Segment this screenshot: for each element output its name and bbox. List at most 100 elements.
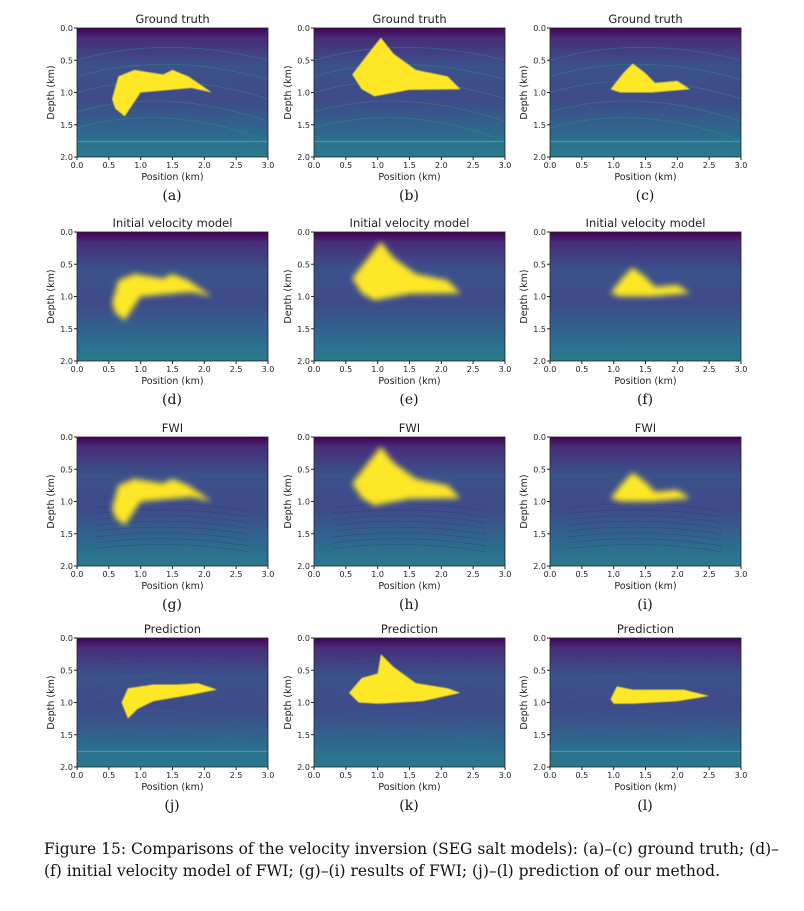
y-tick-label: 2.0	[297, 562, 310, 571]
subfigure-label: (h)	[399, 597, 419, 613]
y-tick-label: 2.0	[533, 763, 546, 772]
x-tick-label: 1.5	[166, 771, 179, 780]
panel-title: Prediction	[617, 622, 674, 636]
x-tick-label: 2.0	[435, 771, 448, 780]
y-tick-label: 1.0	[297, 293, 310, 302]
y-tick-label: 0.0	[297, 24, 310, 33]
panel-e: Initial velocity model 0.0 0.5 1.0 1.5 2.0 2.5…	[277, 204, 517, 419]
x-tick-label: 2.5	[467, 365, 480, 374]
x-tick-label: 2.0	[671, 771, 684, 780]
y-tick-label: 0.0	[533, 433, 546, 442]
panel-j: Prediction 0.0 0.5 1.0 1.5 2.0 2.5 3.0 0.0 0.5 1.0…	[40, 610, 280, 825]
y-tick-label: 2.0	[60, 562, 73, 571]
x-tick-label: 0.5	[102, 771, 115, 780]
heatmap-plot: Initial velocity model 0.0 0.5 1.0 1.5 2.0 2.5…	[46, 216, 274, 387]
sediment-layers	[77, 656, 268, 752]
panel-a: Ground truth 0.0 0.5 1.0 1.5 2.0 2.5 3.0 0.0 0.5 1…	[40, 0, 280, 215]
y-axis-label: Depth (km)	[519, 65, 530, 119]
y-tick-label: 1.5	[60, 530, 73, 539]
x-tick-label: 2.5	[230, 570, 243, 579]
x-tick-label: 3.0	[499, 161, 512, 170]
x-tick-label: 0.5	[575, 365, 588, 374]
x-tick-label: 2.0	[435, 161, 448, 170]
y-tick-label: 0.0	[533, 634, 546, 643]
panel-title: Ground truth	[135, 12, 209, 26]
y-tick-label: 0.0	[60, 433, 73, 442]
x-tick-label: 0.0	[308, 570, 321, 579]
heatmap-plot: Ground truth 0.0 0.5 1.0 1.5 2.0 2.5 3.0 0.0 0.5 1…	[519, 12, 748, 183]
y-tick-label: 1.5	[297, 121, 310, 130]
y-tick-label: 0.0	[533, 228, 546, 237]
panel-g: FWI 0.0 0.5 1.0 1.5 2.0 2.5 3.0 0.0 0.5 1.0 1.5 2.0 P…	[40, 409, 280, 624]
y-tick-label: 0.0	[60, 634, 73, 643]
x-tick-label: 2.0	[198, 771, 211, 780]
y-axis-label: Depth (km)	[519, 474, 530, 528]
heatmap-plot: Ground truth 0.0 0.5 1.0 1.5 2.0 2.5 3.0 0.0 0.5 1…	[46, 12, 275, 183]
x-axis-label: Position (km)	[614, 581, 676, 592]
velocity-background	[314, 28, 505, 157]
y-tick-label: 1.5	[60, 731, 73, 740]
heatmap-plot: Prediction 0.0 0.5 1.0 1.5 2.0 2.5 3.0 0.0 0.5 1.0…	[283, 622, 512, 793]
heatmap-plot: Prediction 0.0 0.5 1.0 1.5 2.0 2.5 3.0 0.0 0.5 1.0…	[519, 622, 747, 793]
x-tick-label: 3.0	[262, 161, 275, 170]
x-axis-label: Position (km)	[378, 782, 440, 793]
x-tick-label: 3.0	[262, 570, 275, 579]
velocity-background	[314, 437, 505, 566]
y-tick-label: 2.0	[297, 357, 310, 366]
x-tick-label: 0.0	[71, 570, 84, 579]
y-tick-label: 0.5	[297, 666, 310, 675]
x-tick-label: 0.0	[308, 161, 321, 170]
x-tick-label: 1.5	[403, 570, 416, 579]
salt-body	[349, 654, 461, 704]
x-tick-label: 1.5	[639, 771, 652, 780]
x-tick-label: 3.0	[499, 771, 512, 780]
x-axis-label: Position (km)	[614, 782, 676, 793]
x-axis-label: Position (km)	[378, 172, 440, 183]
x-tick-label: 0.0	[544, 161, 557, 170]
subfigure-label: (l)	[637, 798, 653, 814]
y-tick-label: 0.5	[60, 56, 73, 65]
x-tick-label: 0.5	[102, 365, 115, 374]
heatmap-plot: Initial velocity model 0.0 0.5 1.0 1.5 2.0 2.5…	[283, 216, 511, 387]
panel-b: Ground truth 0.0 0.5 1.0 1.5 2.0 2.5 3.0 0.0 0.5 1…	[277, 0, 517, 215]
y-tick-label: 2.0	[60, 763, 73, 772]
x-axis-label: Position (km)	[141, 782, 203, 793]
x-tick-label: 2.0	[198, 570, 211, 579]
x-tick-label: 2.5	[230, 771, 243, 780]
subfigure-label: (a)	[162, 188, 182, 204]
heatmap-plot: FWI 0.0 0.5 1.0 1.5 2.0 2.5 3.0 0.0 0.5 1.0 1.5 2.0 P…	[519, 421, 747, 592]
x-tick-label: 1.0	[607, 365, 620, 374]
x-tick-label: 3.0	[262, 771, 275, 780]
y-tick-label: 1.0	[297, 699, 310, 708]
x-tick-label: 2.5	[467, 771, 480, 780]
y-tick-label: 1.5	[297, 325, 310, 334]
x-tick-label: 1.5	[639, 365, 652, 374]
y-tick-label: 1.0	[60, 293, 73, 302]
x-tick-label: 2.0	[671, 161, 684, 170]
velocity-background	[77, 232, 268, 361]
x-tick-label: 0.5	[102, 570, 115, 579]
x-tick-label: 3.0	[735, 365, 748, 374]
x-tick-label: 1.5	[166, 161, 179, 170]
x-tick-label: 0.5	[339, 771, 352, 780]
y-tick-label: 1.5	[60, 121, 73, 130]
subfigure-label: (d)	[162, 392, 182, 408]
heatmap-plot: Ground truth 0.0 0.5 1.0 1.5 2.0 2.5 3.0 0.0 0.5 1…	[283, 12, 512, 183]
x-tick-label: 0.0	[544, 570, 557, 579]
panel-title: Initial velocity model	[586, 216, 706, 230]
y-tick-label: 0.5	[60, 465, 73, 474]
x-axis-label: Position (km)	[614, 172, 676, 183]
x-tick-label: 2.0	[435, 365, 448, 374]
panel-title: FWI	[162, 421, 183, 435]
y-tick-label: 1.5	[533, 530, 546, 539]
panel-f: Initial velocity model 0.0 0.5 1.0 1.5 2.0 2.5…	[513, 204, 753, 419]
x-axis-label: Position (km)	[378, 376, 440, 387]
panel-title: FWI	[635, 421, 656, 435]
x-tick-label: 2.5	[703, 771, 716, 780]
x-axis-label: Position (km)	[141, 581, 203, 592]
x-tick-label: 3.0	[735, 161, 748, 170]
velocity-background	[314, 638, 505, 767]
x-tick-label: 0.5	[102, 161, 115, 170]
subfigure-label: (k)	[399, 798, 419, 814]
panel-title: Ground truth	[608, 12, 682, 26]
